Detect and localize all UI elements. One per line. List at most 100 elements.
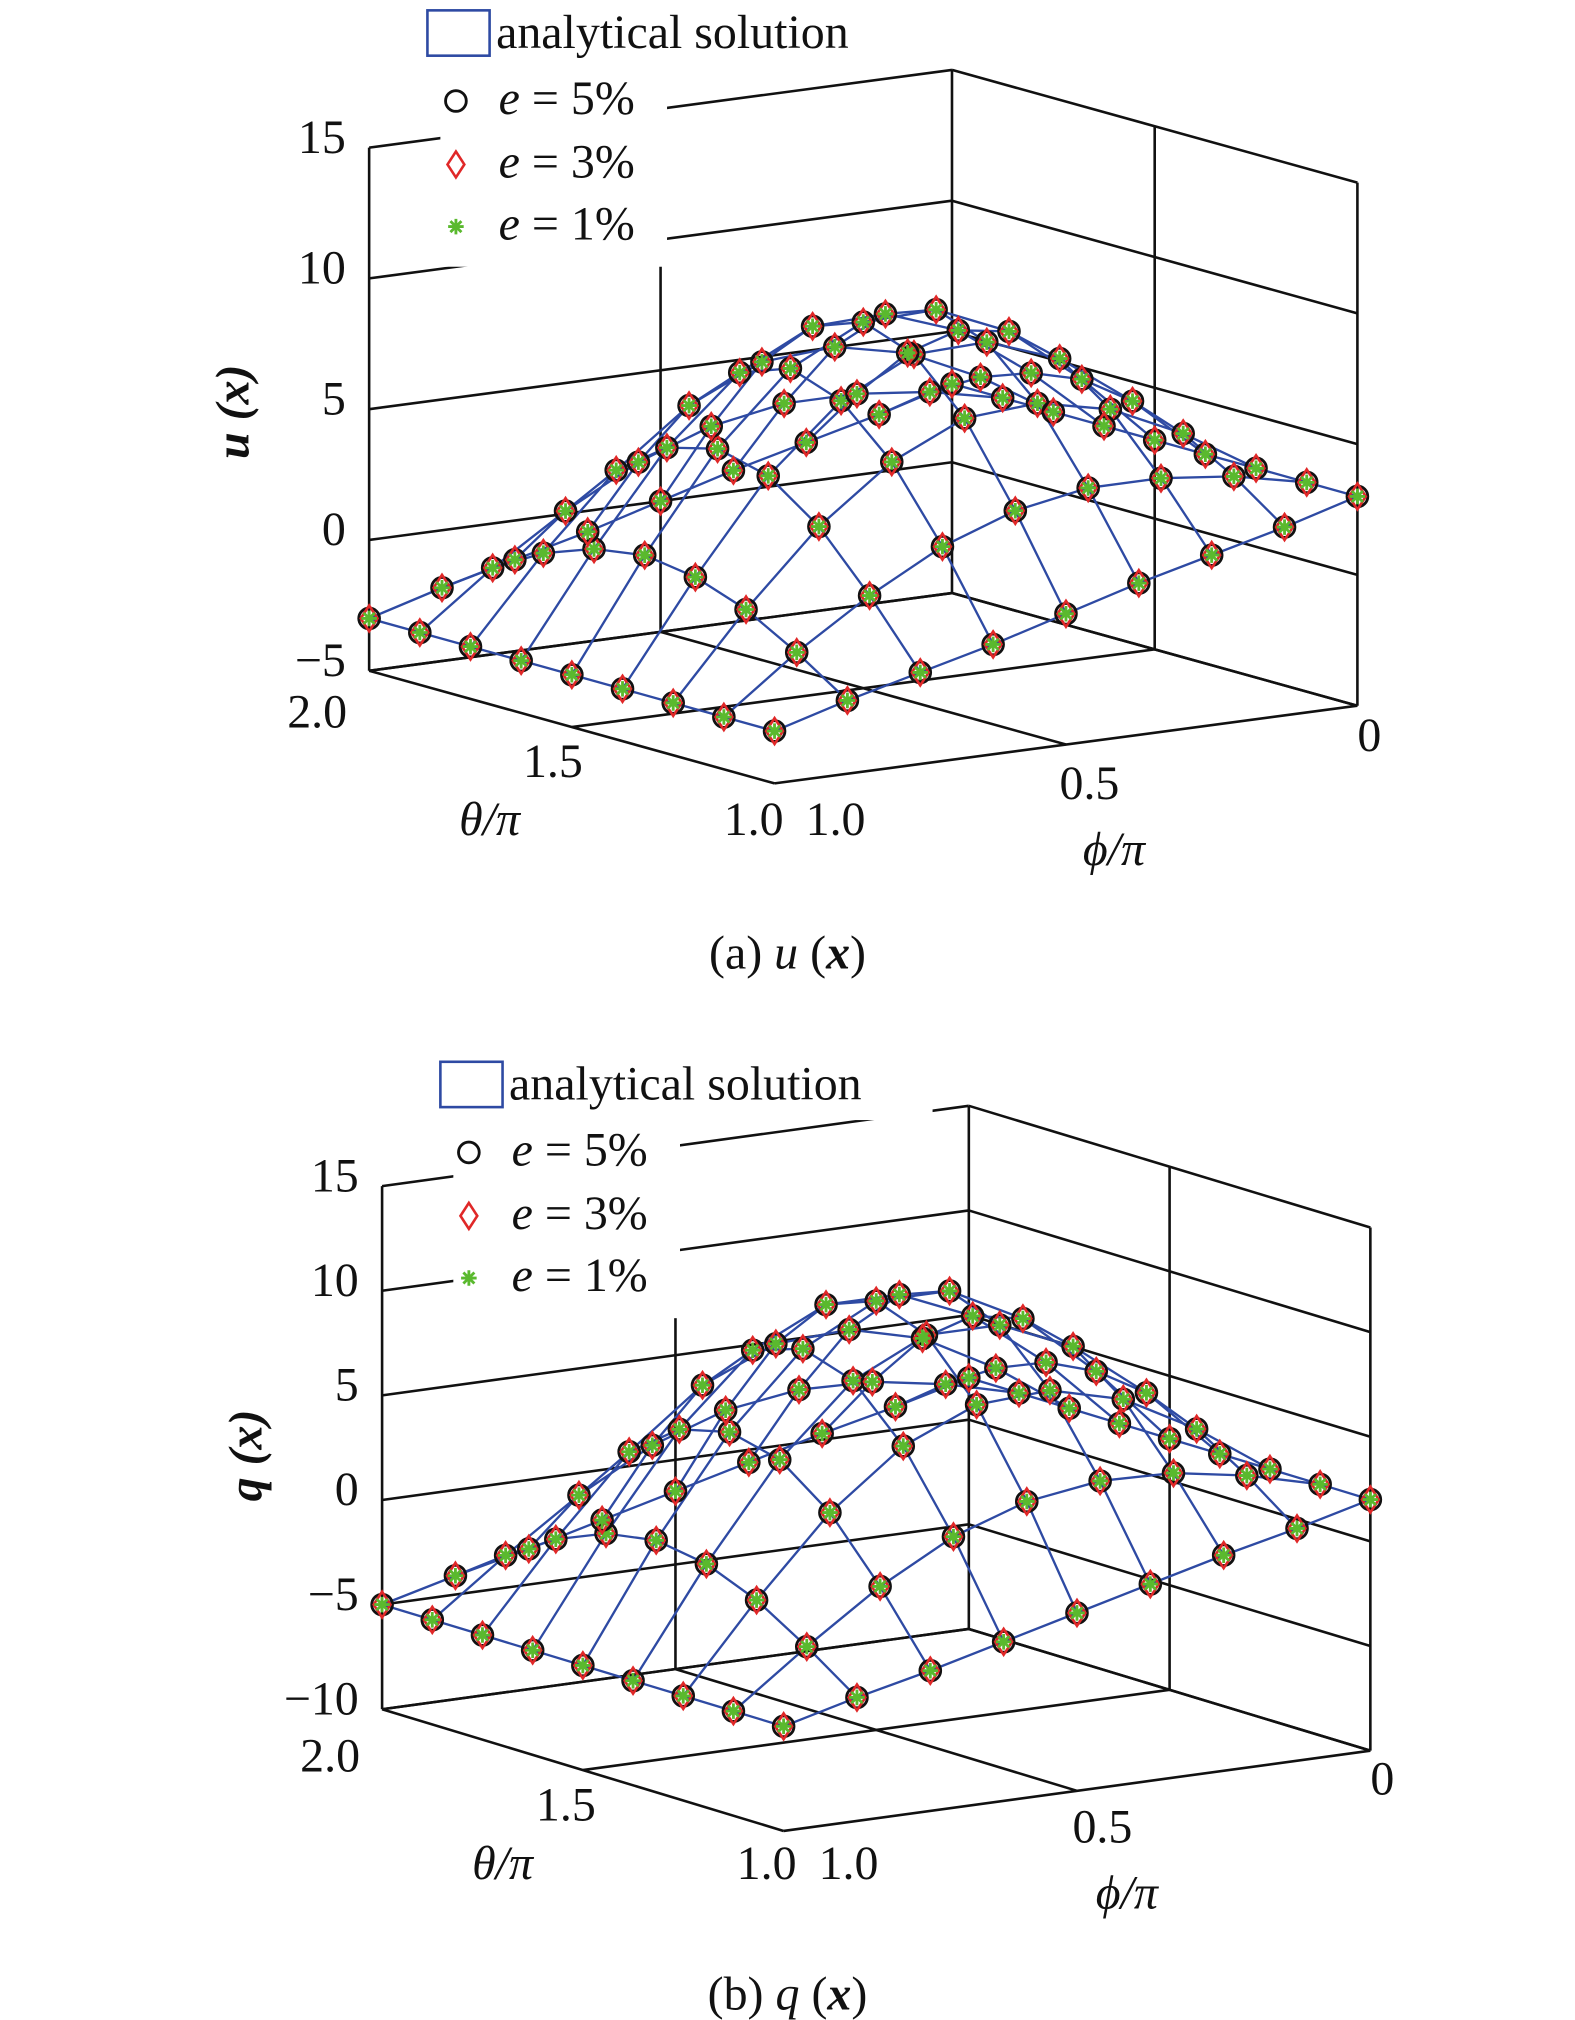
- marker-star: [798, 434, 815, 451]
- marker-star: [698, 1556, 715, 1572]
- marker-star: [914, 1330, 931, 1347]
- marker-star: [995, 1634, 1012, 1650]
- marker-circle: [772, 391, 796, 416]
- marker-star: [849, 1689, 865, 1706]
- marker-star: [912, 664, 929, 681]
- marker-circle: [873, 302, 898, 326]
- wall-gridline-z: [968, 1104, 1371, 1229]
- marker-star: [608, 462, 624, 479]
- marker-star: [681, 397, 697, 414]
- marker-circle: [918, 1658, 943, 1683]
- marker-circle: [430, 576, 454, 600]
- marker-star: [1197, 446, 1214, 462]
- marker-star: [979, 334, 995, 350]
- marker-circle: [851, 310, 876, 334]
- marker-star: [524, 1642, 541, 1659]
- marker-circle: [968, 365, 993, 389]
- marker-star: [928, 301, 944, 318]
- marker-star: [513, 652, 529, 669]
- marker-circle: [727, 360, 752, 385]
- floor-gridline-phi: [675, 1667, 1078, 1793]
- marker-star: [782, 360, 799, 377]
- marker-star: [744, 1342, 761, 1358]
- marker-star: [1239, 1467, 1255, 1484]
- marker-star: [1080, 480, 1096, 496]
- legend-label: e = 5%: [499, 72, 635, 125]
- marker-circle: [1308, 1472, 1332, 1497]
- legend-marker-diamond: [445, 149, 466, 180]
- marker-circle: [918, 380, 942, 404]
- marker-star: [994, 390, 1011, 406]
- marker-circle: [957, 1366, 981, 1390]
- marker-circle: [857, 583, 882, 608]
- mesh-line-theta: [632, 1323, 1221, 1682]
- marker-star: [644, 1437, 661, 1454]
- marker-star: [652, 493, 669, 509]
- marker-star: [1289, 1520, 1305, 1537]
- marker-star: [766, 723, 783, 739]
- marker-circle: [946, 318, 971, 343]
- marker-star: [1188, 1421, 1205, 1437]
- wall-gridline-z: [381, 1313, 970, 1397]
- marker-circle: [771, 1714, 796, 1739]
- marker-circle: [818, 1500, 842, 1525]
- wall-gridline-z: [968, 1523, 1371, 1648]
- marker-star: [788, 644, 805, 661]
- marker-star: [564, 666, 580, 683]
- marker-circle: [648, 489, 673, 513]
- marker-circle: [750, 350, 774, 374]
- marker-circle: [655, 435, 679, 460]
- marker-star: [1203, 547, 1220, 563]
- marker-star: [964, 1308, 981, 1324]
- theta-tick-label: 1.5: [523, 735, 583, 788]
- marker-star: [648, 1532, 664, 1549]
- marker-circle: [810, 1421, 834, 1446]
- marker-star: [822, 1504, 838, 1521]
- marker-star: [1061, 1400, 1077, 1417]
- marker-circle: [1149, 466, 1173, 491]
- phi-tick-label: 0: [1357, 709, 1381, 762]
- marker-star: [548, 1531, 564, 1547]
- marker-star: [887, 1398, 904, 1415]
- marker-circle: [1161, 1461, 1186, 1485]
- marker-circle: [604, 458, 628, 483]
- marker-circle: [721, 1699, 746, 1723]
- z-tick-label: −10: [284, 1672, 359, 1725]
- marker-circle: [1015, 1489, 1039, 1514]
- marker-star: [671, 1421, 688, 1438]
- marker-circle: [1207, 1442, 1232, 1466]
- marker-star: [883, 454, 900, 470]
- marker-circle: [1061, 1334, 1085, 1359]
- marker-circle: [924, 297, 948, 322]
- marker-star: [462, 638, 479, 655]
- marker-circle: [845, 1685, 869, 1710]
- marker-star: [731, 364, 748, 381]
- legend-entries-backdrop: [453, 1123, 680, 1319]
- marker-circle: [868, 1574, 892, 1599]
- marker-star: [1111, 1415, 1128, 1432]
- marker-circle: [860, 1369, 885, 1394]
- marker-circle: [694, 1552, 719, 1576]
- marker-star: [687, 569, 704, 585]
- marker-star: [557, 503, 574, 519]
- theta-axis-title: θ/π: [459, 793, 522, 846]
- mesh-line-theta: [520, 312, 1105, 662]
- marker-circle: [784, 640, 809, 665]
- marker-star: [630, 454, 647, 470]
- marker-circle: [567, 1483, 591, 1507]
- marker-star: [814, 1425, 830, 1442]
- legend-mesh-swatch: [426, 9, 491, 57]
- marker-star: [988, 1360, 1004, 1376]
- marker-star: [725, 1703, 742, 1719]
- marker-star: [507, 552, 523, 568]
- marker-circle: [767, 1447, 792, 1472]
- marker-circle: [610, 677, 635, 701]
- legend-mesh-swatch: [439, 1060, 504, 1109]
- marker-star: [899, 345, 916, 361]
- marker-circle: [887, 1282, 912, 1307]
- marker-circle: [1193, 442, 1218, 466]
- marker-circle: [632, 543, 657, 567]
- marker-star: [941, 1283, 958, 1299]
- marker-star: [1007, 502, 1024, 519]
